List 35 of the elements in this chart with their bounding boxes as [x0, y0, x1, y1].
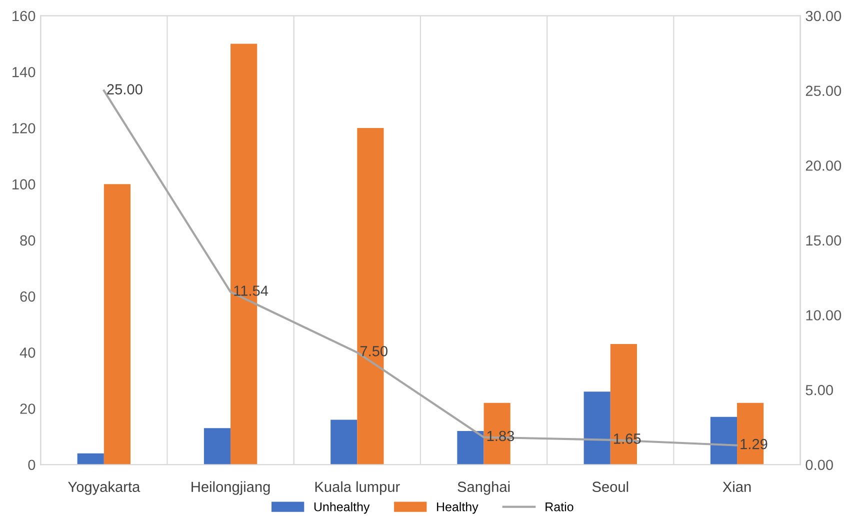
bar — [710, 416, 738, 465]
y-tick-label: 160 — [12, 10, 36, 22]
y-tick-label: 60 — [20, 291, 36, 302]
y-tick-label: 40 — [20, 348, 36, 358]
bar — [204, 428, 231, 465]
y-tick-label: 20 — [20, 404, 36, 414]
x-tick-label: Sanghai — [458, 481, 510, 495]
y2-tick-label: 5.00 — [806, 384, 833, 396]
x-tick-label: Seoul — [592, 481, 628, 492]
data-label: 1.65 — [614, 434, 641, 444]
legend-label: Ratio — [546, 502, 574, 512]
bar — [104, 184, 131, 465]
y2-tick-label: 0.00 — [806, 460, 833, 470]
y2-tick-label: 15.00 — [806, 235, 842, 246]
bar — [330, 420, 358, 465]
y-tick-label: 0 — [28, 460, 36, 470]
legend-label: Healthy — [437, 502, 478, 514]
legend-label: Unhealthy — [314, 502, 370, 514]
data-label: 1.83 — [487, 430, 514, 442]
y-tick-label: 120 — [12, 123, 36, 134]
y-tick-label: 140 — [12, 66, 36, 78]
bar — [77, 453, 104, 465]
y2-tick-label: 20.00 — [806, 160, 842, 171]
y2-tick-label: 30.00 — [806, 10, 842, 22]
x-tick-label: Yogyakarta — [68, 481, 140, 495]
bar — [457, 430, 484, 465]
data-label: 25.00 — [107, 84, 142, 94]
y-tick-label: 80 — [20, 235, 36, 246]
x-tick-label: Heilongjiang — [192, 481, 270, 495]
y-tick-label: 100 — [12, 179, 36, 190]
y2-tick-label: 25.00 — [806, 86, 842, 96]
x-tick-label: Xian — [722, 481, 751, 492]
bar — [584, 392, 610, 465]
x-tick-label: Kuala lumpur — [315, 481, 400, 495]
y2-tick-label: 10.00 — [806, 310, 842, 320]
